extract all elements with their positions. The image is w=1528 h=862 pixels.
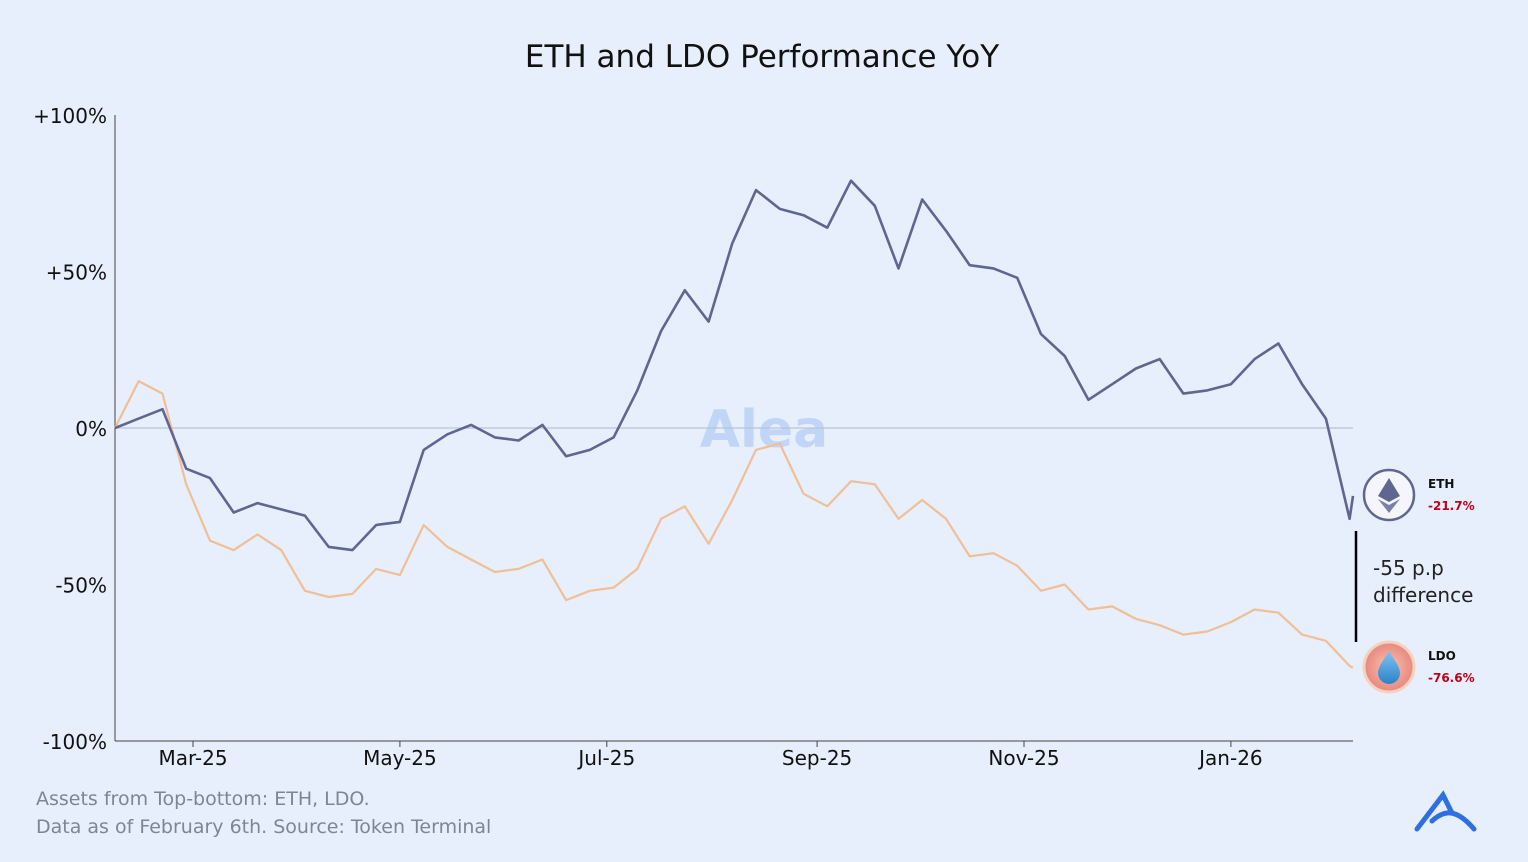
x-tick-label: Mar-25 bbox=[158, 746, 227, 770]
x-tick-label: Jan-26 bbox=[1197, 746, 1263, 770]
chart-title: ETH and LDO Performance YoY bbox=[525, 39, 999, 75]
x-tick-label: Jul-25 bbox=[576, 746, 635, 770]
footer-line-1: Assets from Top-bottom: ETH, LDO. bbox=[36, 788, 370, 810]
series-line-eth bbox=[114, 179, 1355, 552]
eth-end-label: ETH -21.7% bbox=[1362, 468, 1475, 522]
ethereum-icon-diamond-top bbox=[1378, 478, 1400, 502]
ldo-end-label: LDO -76.6% bbox=[1362, 640, 1475, 694]
ldo-value: -76.6% bbox=[1428, 671, 1475, 685]
footer-line-2: Data as of February 6th. Source: Token T… bbox=[36, 816, 491, 838]
y-tick-label: +100% bbox=[33, 104, 107, 128]
eth-label: ETH bbox=[1428, 477, 1454, 491]
lido-icon-drop bbox=[1378, 651, 1400, 684]
difference-label: difference bbox=[1373, 583, 1473, 607]
x-tick-label: Nov-25 bbox=[988, 746, 1059, 770]
y-tick-label: 0% bbox=[75, 417, 107, 441]
y-tick-label: +50% bbox=[46, 261, 107, 285]
series-line-ldo bbox=[114, 380, 1354, 669]
alea-logo bbox=[1414, 790, 1477, 832]
x-tick-label: Sep-25 bbox=[782, 746, 852, 770]
y-tick-label: -100% bbox=[43, 730, 107, 754]
ldo-label: LDO bbox=[1428, 649, 1456, 663]
x-tick-label: May-25 bbox=[363, 746, 437, 770]
watermark: Alea bbox=[700, 400, 828, 460]
difference-value: -55 p.p bbox=[1373, 556, 1444, 580]
eth-value: -21.7% bbox=[1428, 499, 1475, 513]
ethereum-icon-diamond-bottom bbox=[1378, 499, 1400, 513]
y-tick-label: -50% bbox=[55, 574, 107, 598]
